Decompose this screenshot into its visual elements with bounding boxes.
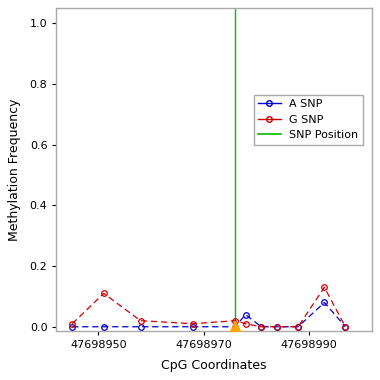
Y-axis label: Methylation Frequency: Methylation Frequency (8, 98, 21, 241)
Legend: A SNP, G SNP, SNP Position: A SNP, G SNP, SNP Position (254, 95, 363, 145)
X-axis label: CpG Coordinates: CpG Coordinates (161, 359, 267, 372)
